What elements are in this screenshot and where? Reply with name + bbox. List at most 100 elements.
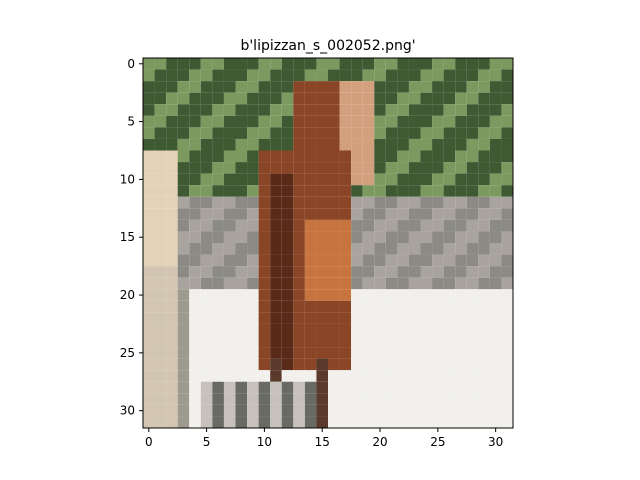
image-pixel <box>501 370 513 382</box>
image-pixel <box>166 196 178 209</box>
image-pixel <box>362 358 375 371</box>
image-pixel <box>374 289 386 301</box>
image-pixel <box>293 173 305 186</box>
image-pixel <box>432 347 444 359</box>
image-pixel <box>443 254 456 267</box>
image-pixel <box>293 289 305 301</box>
image-pixel <box>281 81 294 93</box>
image-pixel <box>293 185 305 197</box>
image-pixel <box>328 289 340 301</box>
image-pixel <box>177 312 190 324</box>
image-pixel <box>235 277 248 290</box>
image-pixel <box>258 92 271 105</box>
image-pixel <box>374 266 386 278</box>
image-pixel <box>443 277 456 290</box>
image-pixel <box>501 115 513 128</box>
image-pixel <box>154 185 167 197</box>
image-pixel <box>223 254 236 267</box>
image-pixel <box>258 404 271 417</box>
image-pixel <box>362 104 375 116</box>
image-pixel <box>501 58 513 70</box>
image-pixel <box>362 381 375 394</box>
image-pixel <box>443 219 456 232</box>
image-pixel <box>235 312 248 324</box>
image-pixel <box>189 115 201 128</box>
image-pixel <box>200 358 213 371</box>
image-pixel <box>339 254 352 267</box>
image-pixel <box>143 115 155 128</box>
image-pixel <box>432 312 444 324</box>
image-pixel <box>466 358 479 371</box>
image-pixel <box>501 208 513 220</box>
image-pixel <box>212 358 224 371</box>
image-pixel <box>200 208 213 220</box>
image-pixel <box>489 115 502 128</box>
image-pixel <box>328 323 340 336</box>
image-pixel <box>362 289 375 301</box>
image-pixel <box>316 115 328 128</box>
image-pixel <box>270 393 282 405</box>
image-pixel <box>397 370 409 382</box>
image-pixel <box>189 231 201 243</box>
image-pixel <box>212 81 224 93</box>
image-pixel <box>235 81 248 93</box>
image-pixel <box>374 92 386 105</box>
image-pixel <box>328 358 340 371</box>
image-pixel <box>478 312 490 324</box>
image-pixel <box>362 173 375 186</box>
image-pixel <box>212 115 224 128</box>
image-pixel <box>443 370 456 382</box>
image-pixel <box>258 58 271 70</box>
image-pixel <box>385 277 398 290</box>
image-pixel <box>166 335 178 348</box>
image-pixel <box>177 300 190 313</box>
image-pixel <box>432 81 444 93</box>
image-pixel <box>143 150 155 163</box>
image-pixel <box>258 416 271 428</box>
image-pixel <box>166 173 178 186</box>
image-pixel <box>466 196 479 209</box>
image-pixel <box>235 266 248 278</box>
image-pixel <box>501 69 513 82</box>
image-pixel <box>177 289 190 301</box>
image-pixel <box>143 266 155 278</box>
image-pixel <box>351 208 363 220</box>
image-pixel <box>316 289 328 301</box>
image-pixel <box>362 138 375 151</box>
image-pixel <box>304 219 317 232</box>
image-pixel <box>166 266 178 278</box>
image-pixel <box>247 254 259 267</box>
image-pixel <box>258 312 271 324</box>
image-pixel <box>420 104 433 116</box>
image-pixel <box>408 266 421 278</box>
image-pixel <box>235 138 248 151</box>
image-pixel <box>247 243 259 255</box>
image-pixel <box>489 289 502 301</box>
image-pixel <box>489 300 502 313</box>
image-pixel <box>374 243 386 255</box>
image-pixel <box>270 300 282 313</box>
image-pixel <box>270 162 282 174</box>
image-pixel <box>478 370 490 382</box>
image-pixel <box>270 173 282 186</box>
image-pixel <box>212 243 224 255</box>
image-pixel <box>177 381 190 394</box>
image-pixel <box>270 58 282 70</box>
image-pixel <box>177 266 190 278</box>
image-pixel <box>420 115 433 128</box>
image-pixel <box>247 115 259 128</box>
image-pixel <box>489 254 502 267</box>
image-pixel <box>420 127 433 139</box>
image-pixel <box>166 150 178 163</box>
image-pixel <box>270 208 282 220</box>
image-pixel <box>304 127 317 139</box>
image-pixel <box>258 381 271 394</box>
image-pixel <box>432 335 444 348</box>
image-pixel <box>432 162 444 174</box>
image-pixel <box>478 300 490 313</box>
image-pixel <box>478 162 490 174</box>
image-pixel <box>443 115 456 128</box>
image-pixel <box>339 150 352 163</box>
image-pixel <box>397 312 409 324</box>
image-pixel <box>443 162 456 174</box>
